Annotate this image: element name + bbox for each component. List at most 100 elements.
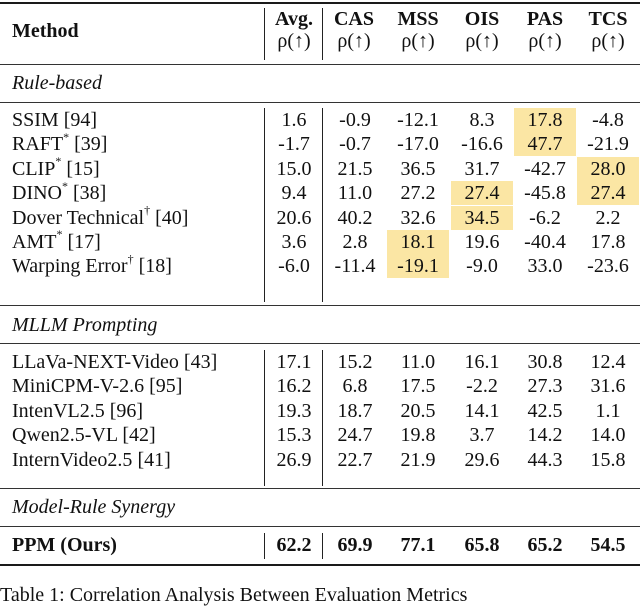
value-pas: 33.0 xyxy=(527,255,563,278)
value-avg: 19.3 xyxy=(276,399,312,422)
value-mss: 20.5 xyxy=(400,399,436,422)
method-label: Warping Error xyxy=(12,255,128,278)
value-mss: -17.0 xyxy=(397,133,439,156)
header-col-mss-metric: ρ(↑) xyxy=(401,30,435,52)
value-ois: 34.5 xyxy=(451,205,513,230)
method-footnote-mark: * xyxy=(55,154,62,169)
method-footnote-mark: * xyxy=(56,227,63,242)
header-col-avg: Avg. ρ(↑) xyxy=(266,8,322,52)
value-avg: 1.6 xyxy=(281,109,307,131)
header-col-cas-metric: ρ(↑) xyxy=(337,30,371,52)
header-col-tcs: TCS ρ(↑) xyxy=(577,8,639,52)
value-mss: 36.5 xyxy=(400,157,436,180)
value-pas: 14.2 xyxy=(527,424,563,447)
value-pas: 47.7 xyxy=(514,132,576,157)
value-avg: -1.7 xyxy=(278,133,310,156)
value-pas: -45.8 xyxy=(524,182,566,205)
value-tcs: 54.5 xyxy=(590,534,626,556)
value-cas: 2.8 xyxy=(342,231,368,253)
value-pas: -40.4 xyxy=(524,231,566,253)
value-tcs: 31.6 xyxy=(590,375,626,398)
table-row: LLaVa-NEXT-Video [43] 17.1 15.2 11.0 16.1 30.… xyxy=(0,350,640,374)
table-caption: Table 1: Correlation Analysis Between Ev… xyxy=(0,584,468,606)
value-mss: -19.1 xyxy=(387,254,449,279)
header-col-cas-name: CAS xyxy=(333,8,374,30)
value-mss: 17.5 xyxy=(400,375,436,398)
value-avg: 15.0 xyxy=(276,157,312,180)
value-mss: -12.1 xyxy=(397,109,439,131)
value-avg: 17.1 xyxy=(276,351,312,373)
value-ois: -9.0 xyxy=(466,255,498,278)
value-avg: 3.6 xyxy=(281,231,307,253)
method-footnote-mark: † xyxy=(127,251,134,266)
header-col-ois: OIS ρ(↑) xyxy=(451,8,513,52)
header-col-pas: PAS ρ(↑) xyxy=(514,8,576,52)
value-cas: 24.7 xyxy=(337,424,373,447)
value-pas: 42.5 xyxy=(527,399,563,422)
value-cas: -0.7 xyxy=(339,133,371,156)
method-label: Qwen2.5-VL xyxy=(12,424,118,447)
section-mllm-top-rule xyxy=(0,305,640,307)
value-mss: 11.0 xyxy=(400,351,436,373)
table-row: InternVideo2.5 [41] 26.9 22.7 21.9 29.6 44.3 1… xyxy=(0,448,640,472)
section-synergy-top-rule xyxy=(0,488,640,490)
method-name: AMT* [17] xyxy=(12,227,101,254)
value-cas: 69.9 xyxy=(337,534,373,556)
value-tcs: -4.8 xyxy=(592,109,624,131)
method-name: Dover Technical† [40] xyxy=(12,202,189,230)
value-ois: 19.6 xyxy=(464,231,500,253)
table-row: SSIM [94] 1.6 -0.9 -12.1 8.3 17.8 -4.8 xyxy=(0,108,640,132)
table-row: Dover Technical† [40] 20.6 40.2 32.6 34.5 -6.… xyxy=(0,202,640,230)
value-pas: 65.2 xyxy=(527,534,563,556)
value-pas: 17.8 xyxy=(514,108,576,132)
table-row: AMT* [17] 3.6 2.8 18.1 19.6 -40.4 17.8 xyxy=(0,227,640,254)
method-label: CLIP xyxy=(12,157,56,180)
method-name: LLaVa-NEXT-Video [43] xyxy=(12,350,217,374)
method-citation: [39] xyxy=(74,133,108,156)
section-mllm-bottom-rule xyxy=(0,343,640,345)
table-row: RAFT* [39] -1.7 -0.7 -17.0 -16.6 47.7 -21.9 xyxy=(0,131,640,157)
method-citation: [41] xyxy=(137,448,171,471)
header-col-avg-metric: ρ(↑) xyxy=(277,30,311,52)
mllm-separator-left xyxy=(264,350,266,486)
table-row: MiniCPM-V-2.6 [95] 16.2 6.8 17.5 -2.2 27.3 31.… xyxy=(0,374,640,398)
method-footnote-mark: † xyxy=(144,202,151,217)
section-rule-based-bottom-rule xyxy=(0,102,640,104)
method-label: DINO xyxy=(12,182,62,205)
method-name: DINO* [38] xyxy=(12,178,107,205)
method-citation: [40] xyxy=(155,206,189,229)
value-ois: -16.6 xyxy=(461,133,503,156)
rule-based-separator-right xyxy=(322,108,324,302)
method-footnote-mark: * xyxy=(62,178,68,193)
method-label: MiniCPM-V-2.6 xyxy=(12,375,145,398)
section-title-model-rule-synergy: Model-Rule Synergy xyxy=(12,496,176,518)
value-cas: 18.7 xyxy=(337,399,373,422)
synergy-separator-right xyxy=(322,533,324,559)
value-ois: 29.6 xyxy=(464,448,500,471)
method-citation: [15] xyxy=(66,157,100,180)
header-col-mss: MSS ρ(↑) xyxy=(387,8,449,52)
value-ois: 14.1 xyxy=(464,399,500,422)
value-mss: 18.1 xyxy=(387,230,449,254)
value-ois: 16.1 xyxy=(464,351,500,373)
method-name: Qwen2.5-VL [42] xyxy=(12,423,156,447)
value-cas: 15.2 xyxy=(337,351,373,373)
value-mss: 77.1 xyxy=(400,534,436,556)
table-row: Warping Error† [18] -6.0 -11.4 -19.1 -9.0 33.… xyxy=(0,251,640,279)
value-pas: -6.2 xyxy=(529,206,561,229)
header-col-tcs-name: TCS xyxy=(588,8,628,30)
method-citation: [38] xyxy=(73,182,107,205)
method-name: MiniCPM-V-2.6 [95] xyxy=(12,374,182,398)
value-tcs: 14.0 xyxy=(590,424,626,447)
table-row: IntenVL2.5 [96] 19.3 18.7 20.5 14.1 42.5 1.1 xyxy=(0,399,640,423)
method-citation: [18] xyxy=(138,255,172,278)
header-separator-right xyxy=(322,8,324,60)
section-synergy-bottom-rule xyxy=(0,526,640,528)
top-rule xyxy=(0,2,640,4)
bottom-rule xyxy=(0,564,640,566)
value-pas: -42.7 xyxy=(524,157,566,180)
value-pas: 30.8 xyxy=(527,351,563,373)
synergy-separator-left xyxy=(264,533,266,559)
value-cas: 21.5 xyxy=(337,157,373,180)
value-mss: 19.8 xyxy=(400,424,436,447)
